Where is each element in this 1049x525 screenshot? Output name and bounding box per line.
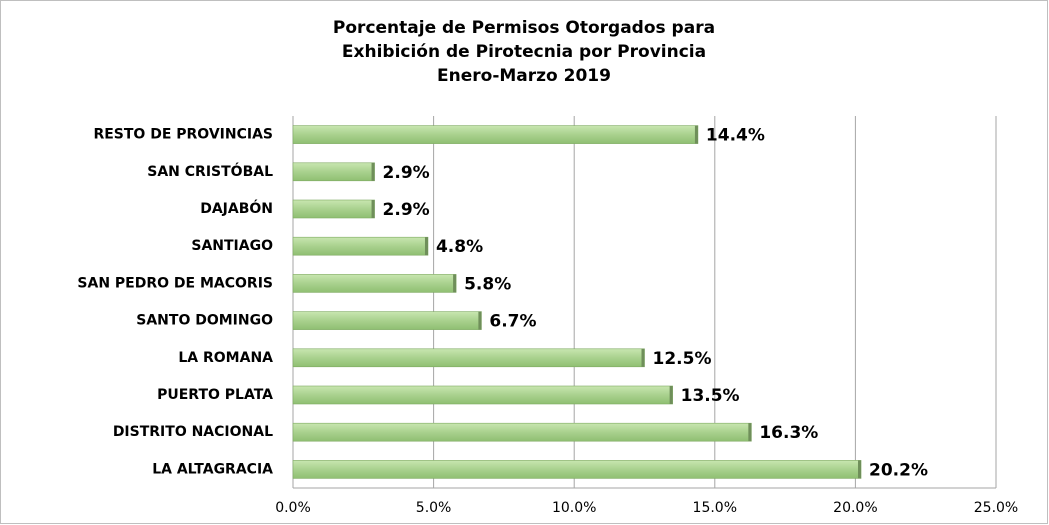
value-label: 5.8% xyxy=(464,274,511,294)
y-tick-label: DAJABÓN xyxy=(200,199,273,217)
y-tick-label: PUERTO PLATA xyxy=(157,387,273,403)
x-tick-label: 25.0% xyxy=(974,500,1018,516)
bar xyxy=(292,236,429,256)
bar-end xyxy=(424,237,428,256)
value-label: 12.5% xyxy=(653,349,712,369)
bar xyxy=(292,199,375,219)
value-label: 2.9% xyxy=(383,200,430,220)
bar xyxy=(292,162,375,182)
chart-title: Enero-Marzo 2019 xyxy=(437,66,611,86)
x-tick-label: 10.0% xyxy=(552,500,596,516)
bar-end xyxy=(748,423,752,442)
x-tick-label: 20.0% xyxy=(833,500,877,516)
bar-end xyxy=(478,311,482,330)
bar-end xyxy=(371,162,375,181)
value-label: 4.8% xyxy=(436,237,483,257)
bar xyxy=(292,422,752,442)
y-tick-label: RESTO DE PROVINCIAS xyxy=(93,127,273,143)
y-tick-label: SANTO DOMINGO xyxy=(136,313,273,329)
x-tick-label: 15.0% xyxy=(693,500,737,516)
value-label: 13.5% xyxy=(681,386,740,406)
x-tick-label: 0.0% xyxy=(275,500,311,516)
value-label: 2.9% xyxy=(383,163,430,183)
x-tick-label: 5.0% xyxy=(416,500,452,516)
bar-end xyxy=(641,348,645,367)
bar xyxy=(292,311,482,330)
bar xyxy=(292,460,862,479)
y-tick-label: SAN CRISTÓBAL xyxy=(147,162,273,180)
bar xyxy=(292,274,457,293)
bar-end xyxy=(669,386,673,404)
chart-title: Porcentaje de Permisos Otorgados para xyxy=(333,18,715,38)
y-tick-label: DISTRITO NACIONAL xyxy=(113,424,273,440)
bar xyxy=(292,348,645,368)
bar-end xyxy=(453,274,457,293)
chart-title: Exhibición de Pirotecnia por Provincia xyxy=(342,42,706,62)
bar-end xyxy=(694,125,698,144)
y-tick-label: LA ROMANA xyxy=(178,350,273,366)
value-label: 16.3% xyxy=(759,423,818,443)
value-label: 20.2% xyxy=(869,460,928,480)
bar xyxy=(292,125,699,144)
value-label: 14.4% xyxy=(706,126,765,146)
bar xyxy=(292,385,673,405)
value-label: 6.7% xyxy=(489,312,536,332)
bar-end xyxy=(371,200,375,218)
bar-end xyxy=(858,460,862,479)
y-tick-label: SAN PEDRO DE MACORIS xyxy=(77,275,273,291)
y-tick-label: SANTIAGO xyxy=(191,238,273,254)
y-tick-label: LA ALTAGRACIA xyxy=(152,461,273,477)
